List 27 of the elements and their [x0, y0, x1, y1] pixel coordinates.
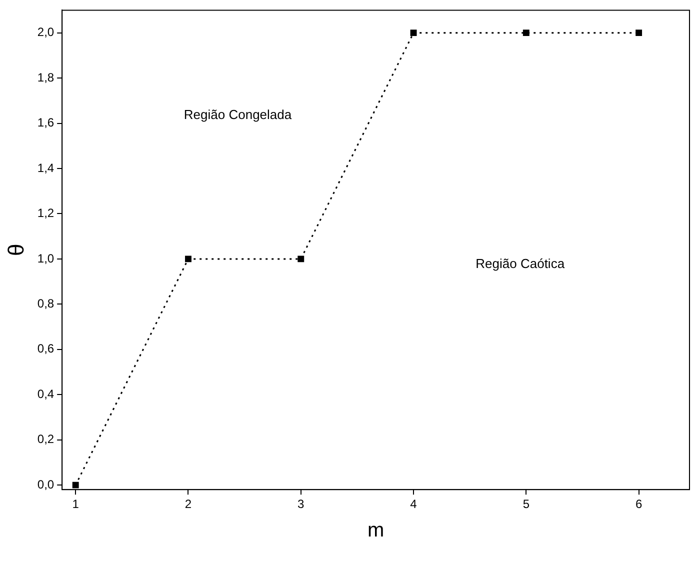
y-tick-label: 1,2 — [37, 206, 54, 220]
point — [636, 30, 642, 36]
y-tick-label: 0,2 — [37, 432, 54, 446]
x-tick-label: 6 — [635, 497, 642, 512]
y-tick-label: 1,6 — [37, 116, 54, 130]
y-axis-title: θ — [3, 244, 28, 256]
point — [522, 30, 530, 36]
y-tick-label: 0,0 — [37, 477, 54, 492]
point — [298, 256, 304, 262]
point — [410, 30, 417, 36]
y-tick-label: 1,0 — [37, 251, 54, 266]
x-tick-label: 5 — [522, 497, 530, 512]
annotation: Região Congelada — [184, 107, 292, 122]
point — [185, 256, 192, 262]
y-tick-label: 0,6 — [37, 342, 54, 356]
x-tick-label: 3 — [298, 497, 305, 512]
y-tick-label: 1,8 — [37, 70, 54, 84]
x-tick-label: 2 — [184, 497, 192, 512]
y-tick-label: 2,0 — [37, 25, 54, 40]
point — [72, 482, 79, 488]
annotation: Região Caótica — [476, 256, 566, 271]
y-tick-label: 1,4 — [37, 160, 54, 175]
y-tick-label: 0,8 — [37, 296, 54, 310]
x-tick-label: 4 — [410, 497, 418, 512]
x-tick-label: 1 — [72, 497, 80, 512]
y-tick-label: 0,4 — [37, 386, 54, 401]
x-axis-title: m — [367, 520, 384, 542]
